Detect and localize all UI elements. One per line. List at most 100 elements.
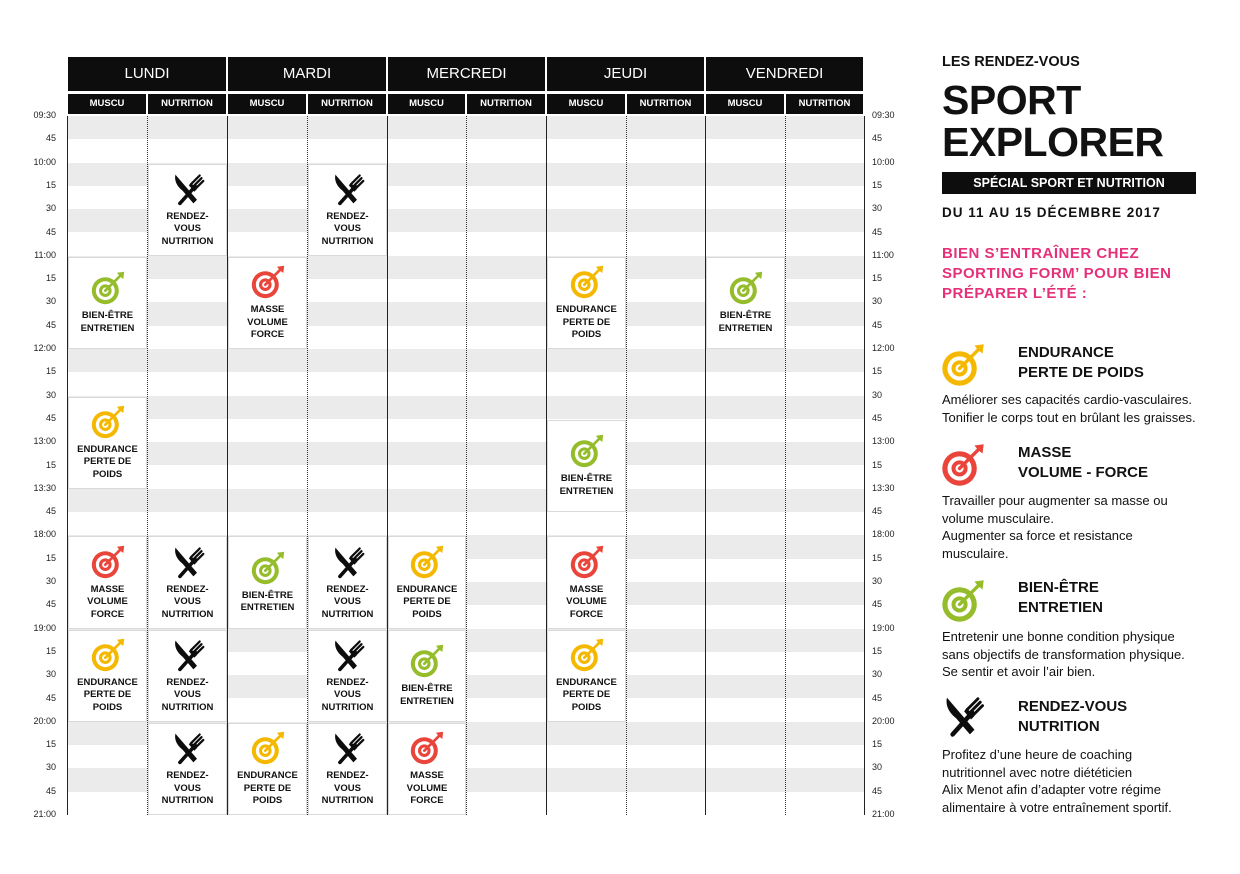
session-nutrition[interactable]: RENDEZ- VOUS NUTRITION — [148, 163, 227, 256]
time-label-right: 45 — [872, 226, 883, 237]
session-masse[interactable]: MASSE VOLUME FORCE — [388, 722, 466, 815]
session-label-line: ENDURANCE — [396, 583, 458, 595]
session-masse[interactable]: MASSE VOLUME FORCE — [547, 536, 626, 629]
session-label-line: VOUS — [334, 596, 361, 608]
session-endurance[interactable]: ENDURANCE PERTE DE POIDS — [68, 629, 147, 722]
time-label-left: 09:30 — [33, 110, 56, 120]
session-label-line: NUTRITION — [321, 701, 374, 713]
session-label: BIEN-ÊTRE ENTRETIEN — [400, 683, 454, 708]
session-bienetre[interactable]: BIEN-ÊTRE ENTRETIEN — [388, 629, 466, 722]
session-label-line: MASSE — [410, 770, 444, 782]
row-stripe — [67, 349, 864, 373]
session-label-line: VOUS — [174, 689, 201, 701]
time-label-left: 15 — [45, 459, 56, 470]
session-label-line: VOLUME — [406, 782, 448, 794]
session-nutrition[interactable]: RENDEZ- VOUS NUTRITION — [308, 629, 387, 722]
session-label: RENDEZ- VOUS NUTRITION — [162, 211, 214, 249]
session-nutrition[interactable]: RENDEZ- VOUS NUTRITION — [148, 722, 227, 815]
legend-description-line: sans objectifs de transformation physiqu… — [942, 646, 1185, 662]
time-label-right: 30 — [872, 762, 883, 773]
time-label-right: 45 — [872, 785, 883, 796]
session-label: BIEN-ÊTRE ENTRETIEN — [560, 473, 614, 498]
time-label-right: 13:00 — [872, 436, 895, 447]
session-label-line: RENDEZ- — [166, 676, 209, 688]
legend-icon-nutrition — [940, 693, 986, 739]
time-label-right: 19:00 — [872, 622, 895, 633]
subtitle: LES RENDEZ-VOUS — [942, 54, 1080, 70]
session-bienetre[interactable]: BIEN-ÊTRE ENTRETIEN — [547, 419, 626, 513]
session-label-line: ENDURANCE — [237, 770, 298, 782]
session-endurance[interactable]: ENDURANCE PERTE DE POIDS — [68, 396, 147, 489]
session-label-line: NUTRITION — [161, 701, 214, 713]
time-label-left: 10:00 — [33, 156, 56, 167]
time-label-left: 30 — [45, 576, 56, 586]
session-label-line: BIEN-ÊTRE — [241, 589, 294, 601]
legend-description-line: Entretenir une bonne condition physique — [942, 629, 1175, 644]
session-bienetre[interactable]: BIEN-ÊTRE ENTRETIEN — [706, 256, 785, 349]
session-nutrition[interactable]: RENDEZ- VOUS NUTRITION — [308, 536, 387, 629]
time-label-right: 45 — [872, 692, 883, 703]
time-label-right: 13:30 — [872, 482, 895, 493]
time-label-right: 30 — [872, 669, 883, 680]
fork-knife-icon — [334, 174, 364, 206]
subcolumn-header-nutrition: NUTRITION — [308, 94, 386, 114]
session-label-line: PERTE DE — [243, 782, 292, 794]
target-icon — [570, 435, 603, 468]
fork-knife-icon — [174, 640, 204, 672]
session-label-line: ENDURANCE — [556, 676, 617, 688]
target-icon — [942, 444, 984, 486]
session-label: RENDEZ- VOUS NUTRITION — [322, 677, 374, 715]
session-label-line: RENDEZ- — [326, 676, 369, 688]
session-bienetre[interactable]: BIEN-ÊTRE ENTRETIEN — [228, 536, 307, 629]
legend-description-nutrition: Profitez d’une heure de coaching nutritio… — [942, 746, 1224, 816]
target-icon — [570, 545, 603, 578]
session-label-line: NUTRITION — [321, 795, 374, 807]
session-label-line: ENDURANCE — [77, 676, 138, 688]
session-masse[interactable]: MASSE VOLUME FORCE — [68, 536, 147, 629]
session-label: ENDURANCE PERTE DE POIDS — [77, 677, 138, 715]
session-endurance[interactable]: ENDURANCE PERTE DE POIDS — [547, 256, 626, 349]
legend-description-line: nutritionnel avec notre diététicien — [942, 764, 1133, 780]
session-label: RENDEZ- VOUS NUTRITION — [162, 584, 214, 622]
session-label-line: ENDURANCE — [556, 304, 617, 316]
target-icon — [729, 272, 762, 305]
legend-description-bienetre: Entretenir une bonne condition physique s… — [942, 628, 1224, 681]
session-label: MASSE VOLUME FORCE — [566, 584, 607, 622]
fork-knife-icon — [334, 733, 364, 765]
grid-day-divider — [864, 116, 865, 815]
subcolumn-header-nutrition: NUTRITION — [148, 94, 226, 114]
time-label-right: 15 — [872, 179, 883, 190]
session-nutrition[interactable]: RENDEZ- VOUS NUTRITION — [308, 722, 387, 815]
session-label-line: ENTRETIEN — [80, 322, 135, 334]
session-endurance[interactable]: ENDURANCE PERTE DE POIDS — [388, 536, 466, 629]
session-nutrition[interactable]: RENDEZ- VOUS NUTRITION — [148, 536, 227, 629]
session-endurance[interactable]: ENDURANCE PERTE DE POIDS — [547, 629, 626, 722]
session-label-line: POIDS — [571, 329, 602, 341]
session-masse[interactable]: MASSE VOLUME FORCE — [228, 256, 307, 349]
time-label-right: 15 — [872, 552, 883, 563]
session-bienetre[interactable]: BIEN-ÊTRE ENTRETIEN — [68, 256, 147, 349]
time-label-right: 30 — [872, 203, 883, 214]
row-stripe — [67, 488, 864, 513]
session-label: ENDURANCE PERTE DE POIDS — [237, 770, 298, 808]
subcolumn-header-muscu: MUSCU — [228, 94, 306, 114]
session-label-line: ENDURANCE — [77, 443, 138, 455]
time-label-left: 15 — [45, 645, 56, 656]
session-nutrition[interactable]: RENDEZ- VOUS NUTRITION — [148, 629, 227, 722]
target-icon — [410, 545, 444, 578]
legend-description-line: Profitez d’une heure de coaching — [942, 747, 1133, 762]
target-icon — [942, 580, 984, 622]
fork-knife-icon — [946, 697, 984, 737]
legend-icon-masse — [940, 442, 986, 488]
session-nutrition[interactable]: RENDEZ- VOUS NUTRITION — [308, 163, 387, 256]
session-label-line: MASSE — [250, 304, 285, 316]
grid-dotted-divider — [466, 116, 467, 815]
session-label-line: ENTRETIEN — [559, 485, 614, 497]
subcolumn-header-muscu: MUSCU — [388, 94, 465, 114]
legend-description-line: Se sentir et avoir l’air bien. — [942, 664, 1096, 679]
subcolumn-header-nutrition: NUTRITION — [467, 94, 545, 114]
session-endurance[interactable]: ENDURANCE PERTE DE POIDS — [228, 722, 307, 815]
session-label-line: NUTRITION — [161, 608, 214, 620]
row-stripe — [67, 395, 864, 419]
